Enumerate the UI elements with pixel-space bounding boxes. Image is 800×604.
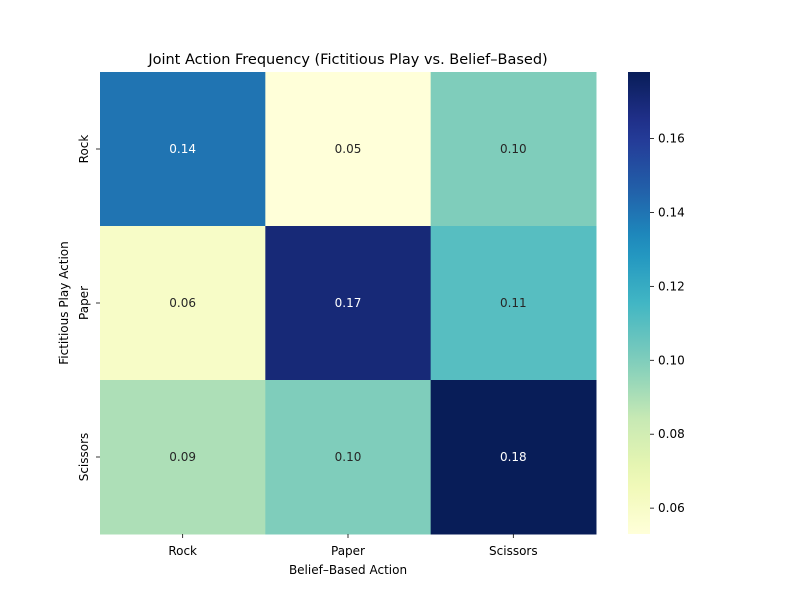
colorbar-tick-label: 0.06 <box>658 501 685 515</box>
heatmap-cell-1-1 <box>265 226 432 381</box>
x-tick-label: Scissors <box>489 544 538 558</box>
x-axis-ticks: Rock Paper Scissors <box>168 534 538 558</box>
heatmap-cell-1-0 <box>100 226 266 381</box>
cell-label-1-2: 0.11 <box>500 296 527 310</box>
y-tick-label: Paper <box>77 286 91 320</box>
chart-title: Joint Action Frequency (Fictitious Play … <box>147 52 547 68</box>
cell-label-2-0: 0.09 <box>169 450 196 464</box>
x-axis-label: Belief–Based Action <box>289 563 407 577</box>
x-tick-label: Paper <box>331 544 365 558</box>
cell-label-2-2: 0.18 <box>500 450 527 464</box>
cell-label-0-2: 0.10 <box>500 142 527 156</box>
heatmap-cells: 0.14 0.05 0.10 0.06 0.17 0.11 0.09 0.10 0.18 <box>100 72 597 535</box>
heatmap-cell-2-0 <box>100 380 266 535</box>
heatmap-cell-0-2 <box>430 72 597 227</box>
colorbar-tick-label: 0.12 <box>658 279 685 293</box>
colorbar: 0.06 0.08 0.10 0.12 0.14 0.16 <box>628 72 685 534</box>
y-axis-ticks: Rock Paper Scissors <box>77 135 100 482</box>
colorbar-tick-label: 0.10 <box>658 353 685 367</box>
cell-label-1-1: 0.17 <box>335 296 362 310</box>
y-tick-label: Rock <box>77 135 91 164</box>
heatmap-cell-1-2 <box>430 226 597 381</box>
cell-label-2-1: 0.10 <box>335 450 362 464</box>
x-tick-label: Rock <box>168 544 197 558</box>
heatmap-cell-0-1 <box>265 72 432 227</box>
cell-label-0-0: 0.14 <box>169 142 196 156</box>
y-axis-label: Fictitious Play Action <box>57 241 71 364</box>
cell-label-1-0: 0.06 <box>169 296 196 310</box>
colorbar-tick-label: 0.08 <box>658 427 685 441</box>
heatmap-cell-0-0 <box>100 72 266 227</box>
colorbar-gradient <box>628 72 650 534</box>
colorbar-tick-label: 0.16 <box>658 132 685 146</box>
cell-label-0-1: 0.05 <box>335 142 362 156</box>
colorbar-tick-label: 0.14 <box>658 205 685 219</box>
heatmap-cell-2-1 <box>265 380 432 535</box>
y-tick-label: Scissors <box>77 433 91 482</box>
heatmap-cell-2-2 <box>430 380 597 535</box>
